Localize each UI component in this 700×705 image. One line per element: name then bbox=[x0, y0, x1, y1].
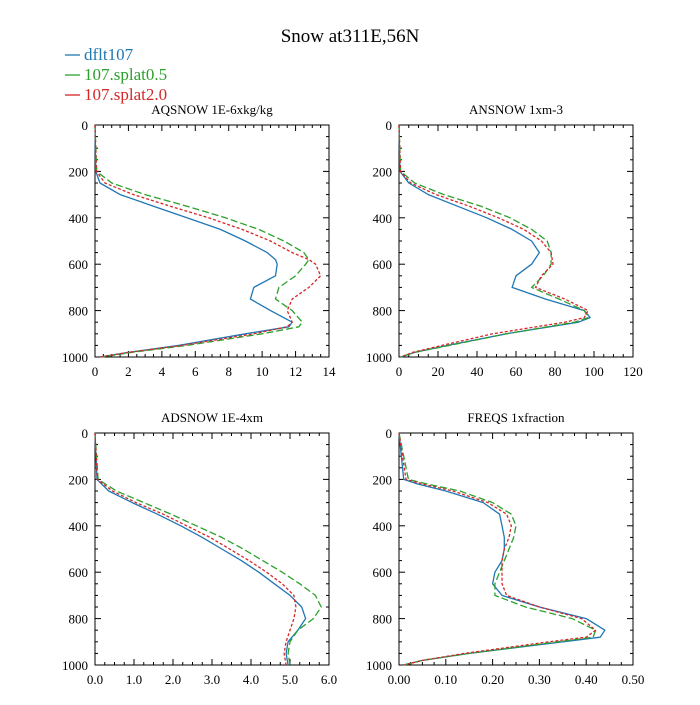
plot-frame bbox=[94, 124, 330, 358]
x-tick-label: 14 bbox=[323, 364, 337, 379]
x-tick-label: 0 bbox=[396, 364, 403, 379]
y-tick-label: 800 bbox=[373, 304, 393, 319]
x-tick-label: 0.40 bbox=[575, 672, 598, 687]
x-tick-label: 20 bbox=[432, 364, 445, 379]
y-tick-label: 200 bbox=[373, 164, 393, 179]
x-tick-label: 4 bbox=[159, 364, 166, 379]
panel-aqsnow: AQSNOW 1E-6xkg/kg 0 2 4 6 8 10 12 14 0 200 400 600 80… bbox=[62, 102, 336, 379]
y-tick-label: 200 bbox=[69, 164, 89, 179]
y-tick-label: 1000 bbox=[62, 350, 88, 365]
x-tick-label: 0.00 bbox=[388, 672, 411, 687]
x-tick-label: 3.0 bbox=[204, 672, 220, 687]
y-tick-label: 600 bbox=[373, 257, 393, 272]
figure-title: Snow at311E,56N bbox=[281, 26, 420, 47]
y-tick-label: 600 bbox=[69, 257, 89, 272]
series-line-107-splat0-5 bbox=[398, 432, 597, 666]
panel-freqs: FREQS 1xfraction 0.00 0.10 0.20 0.30 0.40 0.50… bbox=[366, 410, 644, 687]
panel-adsnow: ADSNOW 1E-4xm 0.0 1.0 2.0 3.0 4.0 5.0 6.0 0 200 40… bbox=[62, 410, 337, 687]
series-line-107-splat2-0 bbox=[398, 124, 589, 358]
x-tick-label: 6.0 bbox=[321, 672, 337, 687]
y-tick-label: 1000 bbox=[366, 350, 392, 365]
series-line-dflt107 bbox=[398, 432, 606, 666]
plot-frame bbox=[94, 432, 330, 666]
x-tick-label: 0 bbox=[92, 364, 99, 379]
y-tick-label: 400 bbox=[373, 211, 393, 226]
x-tick-label: 40 bbox=[471, 364, 484, 379]
y-tick-label: 1000 bbox=[62, 658, 88, 673]
plot-frame bbox=[398, 432, 634, 666]
y-tick-label: 800 bbox=[69, 304, 89, 319]
series-line-dflt107 bbox=[94, 124, 293, 358]
x-tick-label: 1.0 bbox=[126, 672, 142, 687]
x-tick-label: 80 bbox=[549, 364, 562, 379]
x-tick-label: 2.0 bbox=[165, 672, 181, 687]
series-line-107-splat2-0 bbox=[94, 124, 322, 358]
x-tick-label: 6 bbox=[192, 364, 199, 379]
x-tick-label: 0.0 bbox=[87, 672, 103, 687]
y-tick-label: 600 bbox=[69, 565, 89, 580]
series-line-107-splat0-5 bbox=[94, 124, 310, 358]
y-tick-label: 600 bbox=[373, 565, 393, 580]
series-line-107-splat0-5 bbox=[94, 432, 322, 666]
series-line-107-splat0-5 bbox=[398, 124, 589, 358]
x-tick-label: 10 bbox=[256, 364, 269, 379]
panel-title: FREQS 1xfraction bbox=[467, 410, 565, 425]
y-tick-label: 200 bbox=[69, 472, 89, 487]
legend-label-3: 107.splat2.0 bbox=[84, 85, 167, 104]
y-tick-label: 0 bbox=[386, 118, 393, 133]
plot-frame bbox=[398, 124, 634, 358]
x-tick-label: 0.20 bbox=[481, 672, 504, 687]
panel-title: AQSNOW 1E-6xkg/kg bbox=[151, 102, 273, 117]
panel-title: ADSNOW 1E-4xm bbox=[161, 410, 263, 425]
y-tick-label: 1000 bbox=[366, 658, 392, 673]
x-tick-label: 12 bbox=[289, 364, 302, 379]
panel-title: ANSNOW 1xm-3 bbox=[469, 102, 563, 117]
panel-ansnow: ANSNOW 1xm-3 0 20 40 60 80 100 120 0 200 400 600 800… bbox=[366, 102, 643, 379]
y-tick-label: 0 bbox=[386, 426, 393, 441]
y-tick-label: 800 bbox=[69, 612, 89, 627]
panels: AQSNOW 1E-6xkg/kg0 2 4 6 8 10 12 14020040060080… bbox=[62, 102, 644, 687]
legend-label-1: dflt107 bbox=[84, 45, 134, 64]
x-tick-label: 8 bbox=[225, 364, 232, 379]
x-tick-label: 5.0 bbox=[282, 672, 298, 687]
y-tick-label: 800 bbox=[373, 612, 393, 627]
legend-label-2: 107.splat0.5 bbox=[84, 65, 167, 84]
series-line-107-splat2-0 bbox=[94, 432, 297, 666]
x-tick-label: 4.0 bbox=[243, 672, 259, 687]
x-tick-label: 0.10 bbox=[434, 672, 457, 687]
y-tick-label: 400 bbox=[69, 211, 89, 226]
y-tick-label: 200 bbox=[373, 472, 393, 487]
x-tick-label: 0.50 bbox=[622, 672, 645, 687]
series-line-107-splat2-0 bbox=[398, 432, 597, 666]
y-tick-label: 0 bbox=[82, 118, 89, 133]
x-tick-label: 0.30 bbox=[528, 672, 551, 687]
x-tick-label: 60 bbox=[510, 364, 523, 379]
x-tick-label: 100 bbox=[584, 364, 604, 379]
y-tick-label: 400 bbox=[69, 519, 89, 534]
y-tick-label: 400 bbox=[373, 519, 393, 534]
series-line-dflt107 bbox=[94, 432, 307, 666]
x-tick-label: 120 bbox=[623, 364, 643, 379]
y-tick-label: 0 bbox=[82, 426, 89, 441]
x-tick-label: 2 bbox=[125, 364, 132, 379]
